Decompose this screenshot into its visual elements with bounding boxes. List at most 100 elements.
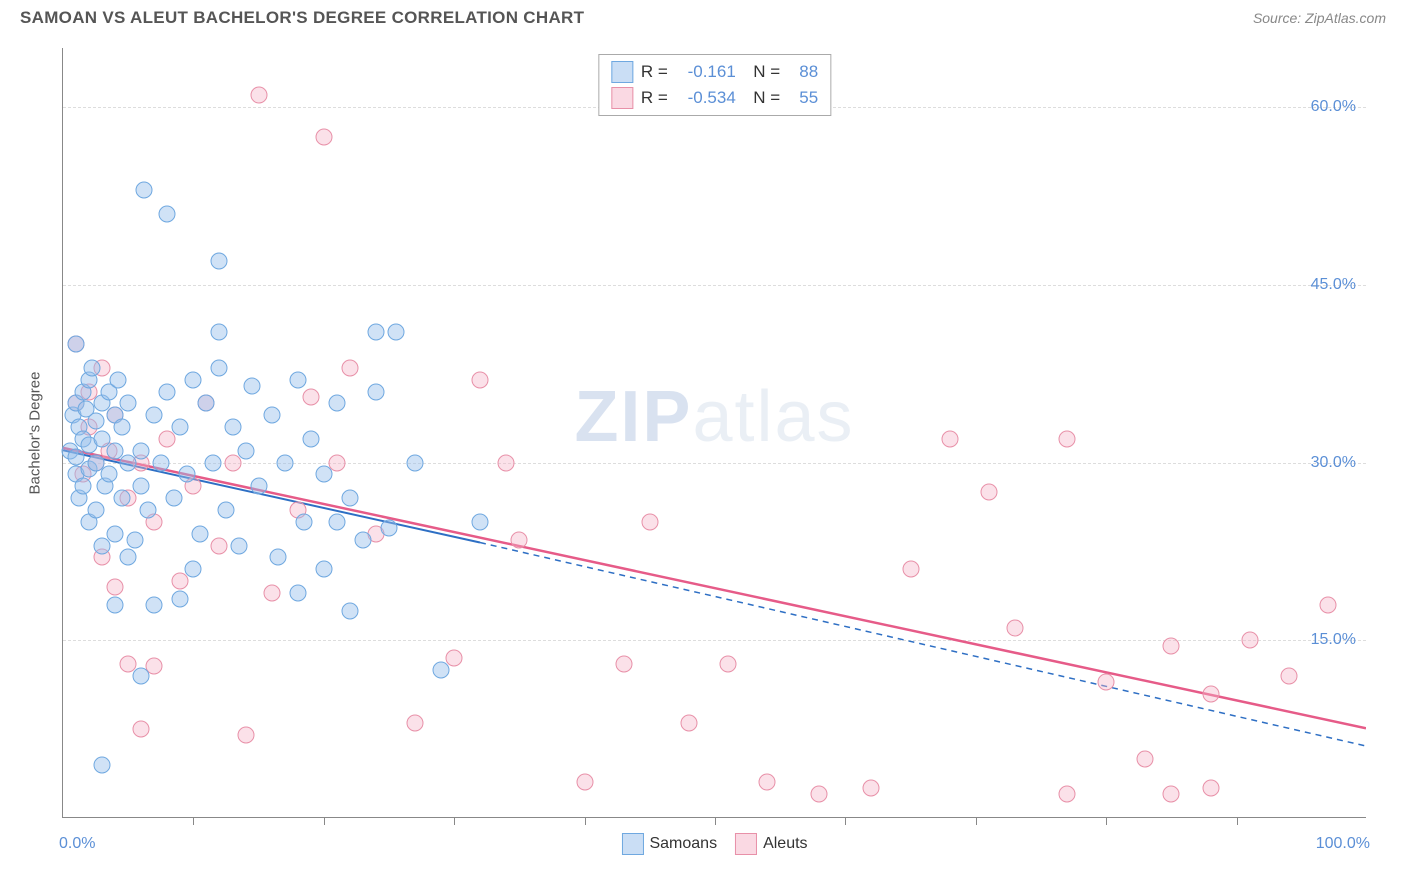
data-point	[139, 502, 156, 519]
data-point	[83, 359, 100, 376]
data-point	[720, 656, 737, 673]
y-tick-label: 45.0%	[1311, 276, 1356, 294]
legend-row-aleuts: R = -0.534 N = 55	[611, 85, 818, 111]
x-tick	[324, 817, 325, 825]
data-point	[120, 549, 137, 566]
swatch-icon	[621, 833, 643, 855]
trend-lines	[63, 48, 1366, 817]
x-tick	[1237, 817, 1238, 825]
data-point	[152, 454, 169, 471]
x-tick	[1106, 817, 1107, 825]
data-point	[302, 430, 319, 447]
data-point	[107, 596, 124, 613]
swatch-icon	[735, 833, 757, 855]
data-point	[211, 324, 228, 341]
data-point	[133, 721, 150, 738]
data-point	[211, 537, 228, 554]
data-point	[941, 430, 958, 447]
data-point	[511, 531, 528, 548]
data-point	[472, 513, 489, 530]
data-point	[341, 490, 358, 507]
data-point	[211, 359, 228, 376]
data-point	[1006, 620, 1023, 637]
x-axis-min-label: 0.0%	[59, 835, 95, 853]
data-point	[263, 584, 280, 601]
data-point	[387, 324, 404, 341]
data-point	[302, 389, 319, 406]
data-point	[407, 454, 424, 471]
data-point	[133, 667, 150, 684]
data-point	[641, 513, 658, 530]
data-point	[120, 395, 137, 412]
watermark: ZIPatlas	[574, 376, 854, 458]
data-point	[159, 383, 176, 400]
data-point	[113, 419, 130, 436]
data-point	[328, 454, 345, 471]
data-point	[315, 466, 332, 483]
data-point	[146, 407, 163, 424]
data-point	[1241, 632, 1258, 649]
data-point	[341, 602, 358, 619]
data-point	[354, 531, 371, 548]
data-point	[87, 413, 104, 430]
data-point	[367, 324, 384, 341]
legend-item-samoans: Samoans	[621, 833, 717, 855]
data-point	[87, 502, 104, 519]
data-point	[433, 661, 450, 678]
data-point	[198, 395, 215, 412]
data-point	[185, 371, 202, 388]
data-point	[250, 478, 267, 495]
data-point	[811, 786, 828, 803]
data-point	[1319, 596, 1336, 613]
data-point	[94, 756, 111, 773]
data-point	[165, 490, 182, 507]
data-point	[178, 466, 195, 483]
data-point	[680, 715, 697, 732]
data-point	[185, 561, 202, 578]
x-axis-max-label: 100.0%	[1316, 835, 1370, 853]
data-point	[367, 383, 384, 400]
data-point	[244, 377, 261, 394]
plot-area: ZIPatlas 15.0%30.0%45.0%60.0% 0.0% 100.0…	[62, 48, 1366, 818]
data-point	[100, 466, 117, 483]
y-axis-label: Bachelor's Degree	[27, 371, 44, 494]
x-tick	[454, 817, 455, 825]
data-point	[133, 478, 150, 495]
data-point	[159, 205, 176, 222]
x-tick	[585, 817, 586, 825]
data-point	[135, 182, 152, 199]
data-point	[902, 561, 919, 578]
data-point	[172, 419, 189, 436]
data-point	[289, 371, 306, 388]
data-point	[263, 407, 280, 424]
data-point	[407, 715, 424, 732]
data-point	[328, 513, 345, 530]
x-tick	[976, 817, 977, 825]
data-point	[126, 531, 143, 548]
data-point	[1059, 430, 1076, 447]
data-point	[1202, 780, 1219, 797]
data-point	[237, 442, 254, 459]
data-point	[276, 454, 293, 471]
data-point	[315, 561, 332, 578]
data-point	[1163, 638, 1180, 655]
correlation-legend: R = -0.161 N = 88 R = -0.534 N = 55	[598, 54, 831, 116]
series-legend: Samoans Aleuts	[621, 833, 807, 855]
swatch-icon	[611, 87, 633, 109]
data-point	[1098, 673, 1115, 690]
x-tick	[715, 817, 716, 825]
data-point	[498, 454, 515, 471]
data-point	[191, 525, 208, 542]
data-point	[759, 774, 776, 791]
data-point	[113, 490, 130, 507]
y-tick-label: 30.0%	[1311, 454, 1356, 472]
data-point	[270, 549, 287, 566]
data-point	[472, 371, 489, 388]
chart-title: SAMOAN VS ALEUT BACHELOR'S DEGREE CORREL…	[20, 8, 584, 28]
legend-item-aleuts: Aleuts	[735, 833, 807, 855]
data-point	[341, 359, 358, 376]
data-point	[296, 513, 313, 530]
data-point	[1059, 786, 1076, 803]
data-point	[107, 525, 124, 542]
data-point	[204, 454, 221, 471]
